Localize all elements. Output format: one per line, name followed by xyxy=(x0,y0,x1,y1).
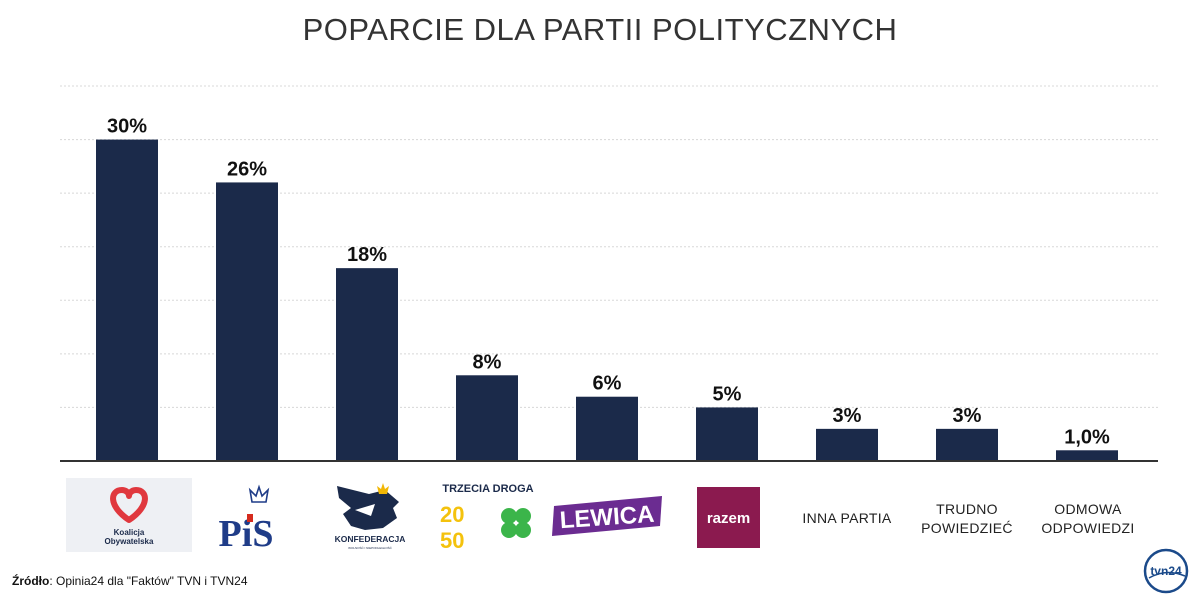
source-text: : Opinia24 dla "Faktów" TVN i TVN24 xyxy=(49,574,248,588)
crown-icon xyxy=(377,483,389,494)
chart-title: POPARCIE DLA PARTII POLITYCZNYCH xyxy=(302,12,898,47)
source-note: Źródło: Opinia24 dla "Faktów" TVN i TVN2… xyxy=(12,574,248,588)
logo-pis: PiS xyxy=(188,480,308,555)
bar-value-label-4: 6% xyxy=(593,373,622,395)
bar-value-label-8: 1,0% xyxy=(1064,426,1110,448)
logo-konfederacja: KONFEDERACJA WOLNOŚĆ I NIEPODLEGŁOŚĆ xyxy=(325,480,415,552)
bar-value-label-5: 5% xyxy=(713,383,742,405)
konfederacja-subtitle: WOLNOŚĆ I NIEPODLEGŁOŚĆ xyxy=(348,545,393,550)
lewica-banner xyxy=(552,496,662,536)
pis-logo-text: PiS xyxy=(219,513,274,552)
bar-chart: 30% 26% 18% 8% 6% 5% 3% 3% 1,0% xyxy=(60,85,1158,462)
bar-4 xyxy=(576,396,638,461)
logo-razem: razem xyxy=(697,487,760,548)
crown-icon xyxy=(248,484,270,503)
source-label: Źródło xyxy=(12,574,50,588)
ko-label-line1: Koalicja xyxy=(114,528,145,537)
ko-label-line2: Obywatelska xyxy=(105,537,154,546)
tvn24-logo: tvn24 xyxy=(1143,548,1189,599)
lewica-logo-text: LEWICA xyxy=(559,501,655,535)
odmowa-line2: ODPOWIEDZI xyxy=(1041,520,1135,536)
clover-icon xyxy=(501,508,531,538)
trudno-line1: TRUDNO xyxy=(936,501,998,517)
pis-red-accent xyxy=(247,514,253,522)
bar-value-label-0: 30% xyxy=(107,116,147,138)
odmowa-line1: ODMOWA xyxy=(1054,501,1122,517)
trudno-line2: POWIEDZIEĆ xyxy=(921,520,1013,536)
bars: 30% 26% 18% 8% 6% 5% 3% 3% 1,0% xyxy=(96,116,1118,462)
bar-1 xyxy=(216,182,278,461)
bar-7 xyxy=(936,428,998,461)
trzecia-droga-title: TRZECIA DROGA xyxy=(442,483,533,495)
bar-3 xyxy=(456,375,518,461)
label-trudno-powiedziec: TRUDNO POWIEDZIEĆ xyxy=(892,500,1042,538)
bar-6 xyxy=(816,428,878,461)
label-inna-partia: INNA PARTIA xyxy=(772,509,922,528)
tvn24-logo-text: tvn24 xyxy=(1150,564,1182,578)
bar-value-label-3: 8% xyxy=(473,351,502,373)
eagle-wing-detail xyxy=(355,504,375,516)
bar-value-label-6: 3% xyxy=(833,405,862,427)
polska2050-logo-20: 20 xyxy=(440,502,464,527)
inna-partia-text: INNA PARTIA xyxy=(802,510,892,526)
polska2050-logo-50: 50 xyxy=(440,528,464,553)
bar-0 xyxy=(96,139,158,462)
heart-icon xyxy=(110,487,148,523)
bar-8 xyxy=(1056,450,1118,461)
bar-2 xyxy=(336,268,398,461)
label-odmowa-odpowiedzi: ODMOWA ODPOWIEDZI xyxy=(1013,500,1163,538)
bar-value-label-2: 18% xyxy=(347,244,387,266)
bar-5 xyxy=(696,407,758,461)
konfederacja-logo-text: KONFEDERACJA xyxy=(335,534,406,544)
logo-koalicja-obywatelska: Koalicja Obywatelska xyxy=(66,478,192,552)
logo-trzecia-droga: TRZECIA DROGA 20 50 xyxy=(436,478,540,554)
bar-value-label-7: 3% xyxy=(953,405,982,427)
razem-logo-text: razem xyxy=(707,510,750,527)
bar-value-label-1: 26% xyxy=(227,158,267,180)
logo-lewica: LEWICA xyxy=(550,492,666,538)
